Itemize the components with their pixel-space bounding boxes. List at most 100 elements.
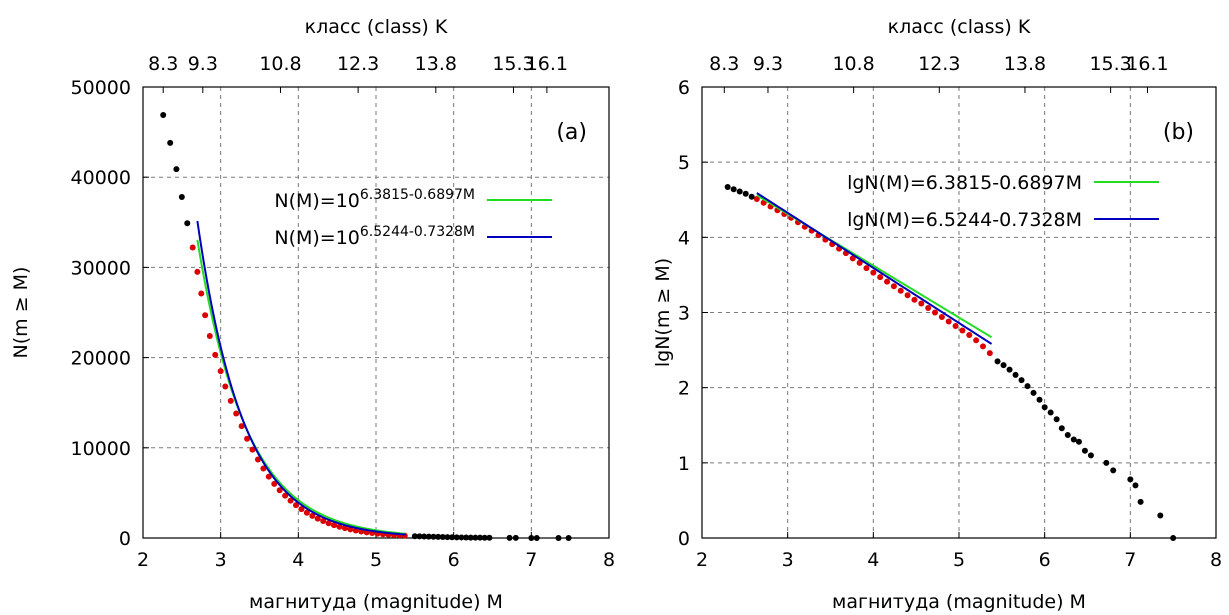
x2-tick-label: 12.3 — [337, 53, 379, 75]
data-point — [430, 533, 437, 540]
data-point — [932, 309, 939, 316]
data-point — [233, 410, 240, 417]
x-tick-label: 7 — [1124, 549, 1136, 571]
y-tick-label: 0 — [119, 528, 131, 550]
data-point — [1110, 467, 1117, 474]
data-point — [736, 188, 743, 195]
data-point — [877, 274, 884, 281]
data-point — [411, 533, 418, 540]
x2-tick-label: 12.3 — [918, 53, 960, 75]
data-point — [1157, 512, 1164, 519]
data-point — [959, 327, 966, 334]
data-point — [217, 368, 224, 375]
data-point — [911, 296, 918, 303]
data-point — [167, 139, 174, 146]
grid — [702, 87, 1216, 538]
y-tick-label: 50000 — [71, 77, 131, 99]
data-point — [439, 534, 446, 541]
data-point — [444, 534, 451, 541]
scatter-series — [724, 183, 1177, 541]
y-tick-label: 1 — [678, 453, 690, 475]
data-point — [952, 323, 959, 330]
data-point — [925, 304, 932, 311]
data-point — [1170, 535, 1177, 541]
x2-tick-label: 13.8 — [1004, 53, 1046, 75]
data-point — [1012, 371, 1019, 378]
x2-axis-label: класс (class) K — [888, 16, 1031, 38]
data-point — [260, 465, 267, 472]
x2-tick-label: 13.8 — [415, 53, 457, 75]
y-tick-label: 4 — [678, 227, 690, 249]
y-tick-label: 2 — [678, 378, 690, 400]
data-point — [160, 111, 167, 118]
data-point — [506, 534, 513, 541]
x2-tick-label: 16.1 — [1126, 53, 1168, 75]
data-point — [287, 497, 294, 504]
data-point — [303, 509, 310, 516]
data-point — [724, 183, 731, 190]
y-axis-label: N(m ≥ M) — [10, 267, 32, 359]
y-tick-label: 20000 — [71, 348, 131, 370]
data-point — [890, 283, 897, 290]
chart-panel-b: 2 3 4 5 6 7 8 0 1 2 3 4 5 6 8.3 9.3 10.8 12.3 13.8 15.316.1… — [652, 16, 1222, 613]
data-point — [282, 492, 289, 499]
x-tick-label: 4 — [292, 549, 304, 571]
data-point — [254, 456, 261, 463]
data-point — [973, 337, 980, 344]
data-point — [276, 487, 283, 494]
data-point — [341, 525, 348, 532]
data-point — [314, 515, 321, 522]
data-point — [416, 533, 423, 540]
data-point — [938, 314, 945, 321]
data-point — [1036, 396, 1043, 403]
data-point — [184, 220, 191, 227]
data-point — [449, 534, 456, 541]
data-point — [565, 534, 572, 541]
x-tick-label: 4 — [867, 549, 879, 571]
data-point — [206, 332, 213, 339]
x-axis-label: магнитуда (magnitude) M — [249, 591, 503, 613]
data-point — [533, 534, 540, 541]
data-point — [227, 397, 234, 404]
data-point — [425, 533, 432, 540]
data-point — [453, 534, 460, 541]
x-tick-label: 5 — [953, 549, 965, 571]
data-point — [730, 186, 737, 193]
y-tick-label: 3 — [678, 303, 690, 325]
data-point — [742, 190, 749, 197]
data-point — [467, 534, 474, 541]
data-point — [1087, 452, 1094, 459]
x-tick-label: 2 — [696, 549, 708, 571]
data-point — [870, 269, 877, 276]
data-point — [249, 446, 256, 453]
x2-tick-label: 9.3 — [188, 53, 218, 75]
data-point — [904, 292, 911, 299]
data-point — [222, 383, 229, 390]
x-tick-label: 3 — [215, 549, 227, 571]
data-point — [966, 332, 973, 339]
data-point — [555, 534, 562, 541]
data-point — [309, 512, 316, 519]
grid — [143, 87, 609, 538]
fit-line — [196, 220, 406, 536]
data-point — [293, 502, 300, 509]
x2-axis-label: класс (class) K — [305, 16, 448, 38]
data-point — [331, 522, 338, 529]
x-tick-label: 5 — [370, 549, 382, 571]
x2-tick-label: 15.3 — [1089, 53, 1131, 75]
x-tick-label: 2 — [137, 549, 149, 571]
data-point — [325, 520, 332, 527]
fit-line — [196, 239, 406, 535]
data-point — [477, 534, 484, 541]
data-point — [472, 534, 479, 541]
data-point — [1047, 409, 1054, 416]
data-point — [1127, 476, 1134, 483]
legend-label: lgN(M)=6.5244-0.7328M — [847, 209, 1082, 231]
x-tick-label: 3 — [782, 549, 794, 571]
legend-label: N(M)=106.3815-0.6897M — [274, 187, 475, 212]
data-point — [1064, 432, 1071, 439]
data-point — [435, 533, 442, 540]
data-point — [320, 518, 327, 525]
scatter-series — [189, 244, 408, 539]
